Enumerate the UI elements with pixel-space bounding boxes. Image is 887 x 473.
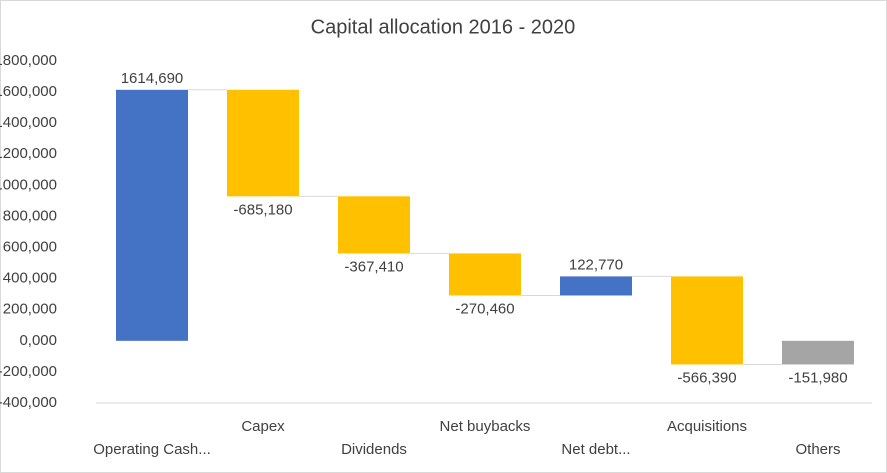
bar: [338, 196, 410, 254]
y-tick-label: 600,000: [3, 239, 57, 256]
bar: [227, 89, 299, 197]
data-label: 122,770: [569, 256, 623, 273]
x-tick-label: Net buybacks: [440, 418, 531, 435]
y-tick-label: 1600,000: [0, 83, 57, 100]
y-tick-label: 800,000: [3, 207, 57, 224]
y-tick-label: 200,000: [3, 301, 57, 318]
y-tick-label: 400,000: [3, 270, 57, 287]
chart-title: Capital allocation 2016 - 2020: [311, 16, 576, 38]
bar: [116, 89, 188, 341]
y-tick-label: 1400,000: [0, 114, 57, 131]
data-label: -270,460: [455, 300, 514, 317]
bar: [671, 276, 743, 365]
x-tick-label: Dividends: [341, 441, 407, 458]
data-label: -151,980: [788, 369, 847, 386]
x-tick-label: Others: [795, 441, 840, 458]
y-tick-label: 1800,000: [0, 52, 57, 69]
bar: [782, 340, 854, 365]
bar: [560, 276, 632, 296]
y-tick-label: 0,000: [19, 332, 57, 349]
data-label: -685,180: [233, 201, 292, 218]
data-label: 1614,690: [121, 70, 184, 87]
x-tick-label: Operating Cash...: [93, 441, 211, 458]
x-tick-label: Acquisitions: [667, 418, 747, 435]
y-tick-label: -400,000: [0, 394, 57, 411]
x-tick-label: Capex: [241, 418, 285, 435]
y-tick-label: 1000,000: [0, 176, 57, 193]
bar: [449, 253, 521, 296]
data-label: -566,390: [677, 369, 736, 386]
data-label: -367,410: [344, 258, 403, 275]
x-tick-label: Net debt...: [561, 441, 630, 458]
y-tick-label: -200,000: [0, 363, 57, 380]
y-tick-label: 1200,000: [0, 145, 57, 162]
